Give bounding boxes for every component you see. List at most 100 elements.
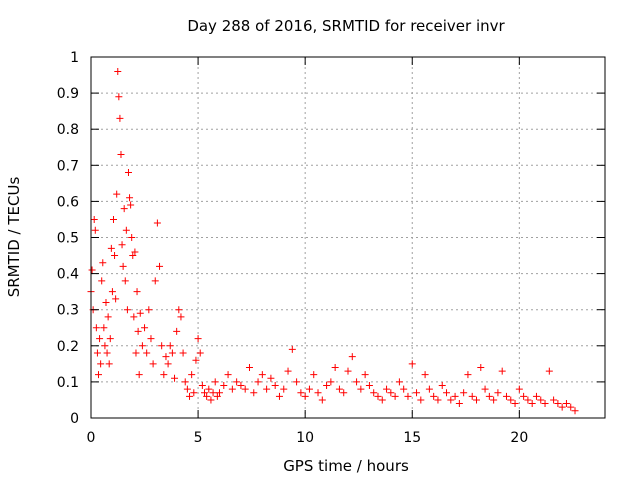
data-point	[156, 262, 164, 270]
data-point	[196, 349, 204, 357]
data-point	[104, 313, 112, 321]
data-point	[147, 335, 155, 343]
data-point	[113, 190, 121, 198]
data-point	[96, 335, 104, 343]
data-point	[241, 385, 249, 393]
data-point	[455, 400, 463, 408]
data-point	[562, 400, 570, 408]
data-point	[541, 400, 549, 408]
data-point	[198, 382, 206, 390]
data-point	[271, 382, 279, 390]
y-tick-label: 0.3	[57, 303, 79, 319]
data-point	[524, 396, 532, 404]
data-point	[201, 389, 209, 397]
data-point	[297, 389, 305, 397]
data-point	[438, 382, 446, 390]
data-point	[158, 342, 166, 350]
data-point	[477, 363, 485, 371]
data-point	[186, 392, 194, 400]
data-point	[502, 392, 510, 400]
data-point	[98, 277, 106, 285]
data-point	[443, 389, 451, 397]
data-point	[129, 252, 137, 260]
data-point	[318, 396, 326, 404]
data-point	[515, 385, 523, 393]
data-point	[545, 367, 553, 375]
data-point	[447, 396, 455, 404]
data-point	[115, 93, 123, 101]
data-point	[192, 356, 200, 364]
data-point	[127, 201, 135, 209]
y-tick-label: 0.5	[57, 231, 79, 247]
data-point	[267, 374, 275, 382]
data-point	[327, 378, 335, 386]
data-point	[498, 367, 506, 375]
data-point	[134, 327, 142, 335]
data-point	[136, 309, 144, 317]
y-tick-label: 0.8	[57, 122, 79, 138]
data-point	[554, 400, 562, 408]
data-point	[105, 360, 113, 368]
data-point	[131, 248, 139, 256]
data-point	[94, 371, 102, 379]
data-point	[177, 313, 185, 321]
data-point	[511, 400, 519, 408]
data-point	[123, 306, 131, 314]
data-point	[103, 349, 111, 357]
data-point	[395, 378, 403, 386]
data-point	[112, 295, 120, 303]
data-point	[387, 389, 395, 397]
data-point	[571, 407, 579, 415]
grid	[91, 57, 605, 418]
x-tick-label: 15	[403, 430, 421, 446]
data-point	[188, 371, 196, 379]
data-points	[87, 67, 579, 415]
data-point	[166, 342, 174, 350]
data-point	[335, 385, 343, 393]
data-point	[121, 277, 129, 285]
y-tick-label: 0.6	[57, 194, 79, 210]
chart-title: Day 288 of 2016, SRMTID for receiver inv…	[187, 17, 505, 35]
data-point	[107, 244, 115, 252]
data-point	[532, 392, 540, 400]
y-tick-label: 0.7	[57, 158, 79, 174]
data-point	[126, 194, 134, 202]
data-point	[175, 306, 183, 314]
data-point	[118, 241, 126, 249]
data-point	[143, 349, 151, 357]
data-point	[111, 252, 119, 260]
data-point	[203, 392, 211, 400]
data-point	[537, 396, 545, 404]
data-point	[213, 392, 221, 400]
data-point	[434, 396, 442, 404]
data-point	[209, 389, 217, 397]
data-point	[149, 360, 157, 368]
data-point	[93, 349, 101, 357]
data-point	[99, 259, 107, 267]
data-point	[101, 342, 109, 350]
data-point	[400, 385, 408, 393]
data-point	[301, 392, 309, 400]
x-tick-label: 10	[296, 430, 314, 446]
data-point	[151, 277, 159, 285]
data-point	[173, 327, 181, 335]
data-point	[220, 382, 228, 390]
data-point	[164, 360, 172, 368]
data-point	[408, 360, 416, 368]
data-point	[344, 367, 352, 375]
data-point	[128, 234, 136, 241]
data-point	[97, 360, 105, 368]
data-point	[383, 385, 391, 393]
data-point	[258, 371, 266, 379]
data-point	[374, 392, 382, 400]
data-point	[468, 392, 476, 400]
data-point	[425, 385, 433, 393]
data-point	[224, 371, 232, 379]
data-point	[122, 226, 130, 234]
x-tick-label: 5	[194, 430, 203, 446]
data-point	[211, 378, 219, 386]
data-point	[494, 389, 502, 397]
data-point	[558, 403, 566, 411]
data-point	[119, 262, 127, 270]
